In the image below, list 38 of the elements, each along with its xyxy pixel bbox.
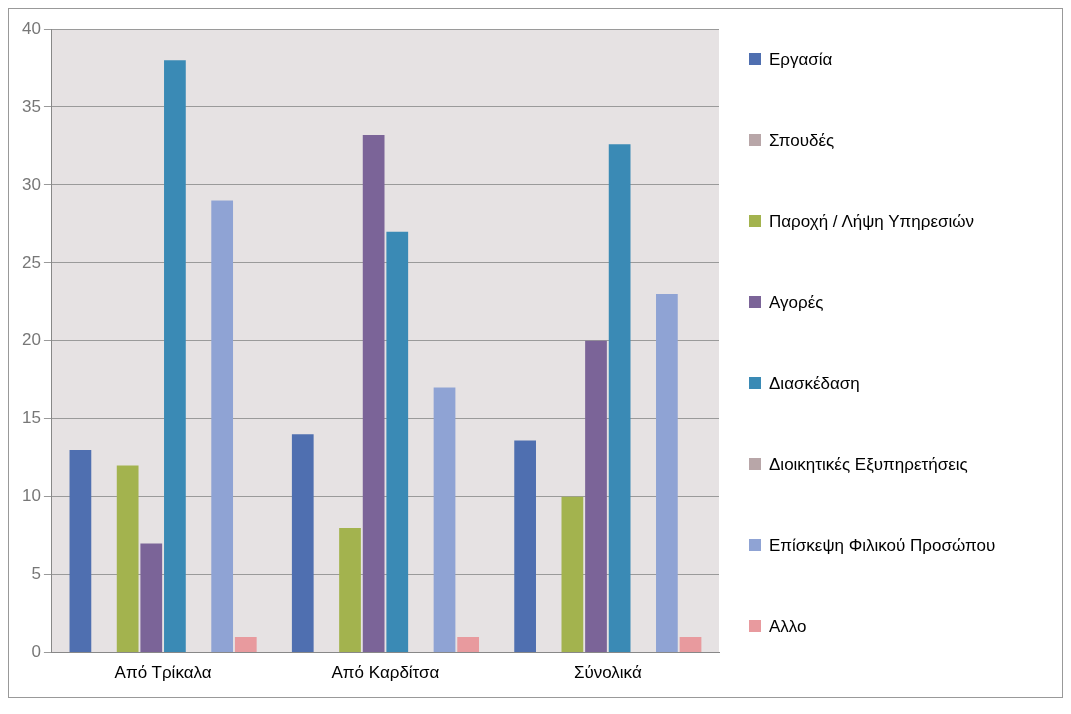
legend-label: Σπουδές [769, 129, 835, 152]
bar [386, 231, 409, 653]
bar [140, 543, 163, 653]
bar [291, 434, 314, 653]
y-tick-label: 10 [21, 486, 41, 506]
bar [211, 200, 234, 653]
legend-label: Διοικητικές Εξυπηρετήσεις [769, 453, 968, 476]
x-tick-label: Από Καρδίτσα [331, 663, 440, 683]
y-tick-label: 30 [21, 174, 41, 194]
legend-label: Αλλο [769, 615, 807, 638]
legend-label: Παροχή / Λήψη Υπηρεσιών [769, 210, 974, 233]
y-tick-label: 0 [31, 642, 41, 662]
legend-label: Εργασία [769, 48, 833, 71]
y-tick-label: 25 [21, 252, 41, 272]
bar [679, 637, 702, 653]
y-tick-label: 20 [21, 330, 41, 350]
bar [561, 496, 584, 653]
y-tick-label: 15 [21, 408, 41, 428]
legend-label: Επίσκεψη Φιλικού Προσώπου [769, 534, 996, 557]
bar [608, 144, 631, 653]
legend-label: Διασκέδαση [769, 372, 860, 395]
y-tick-label: 35 [21, 96, 41, 116]
bar [339, 527, 361, 653]
bar [164, 60, 186, 653]
y-tick-label: 40 [21, 18, 41, 38]
bar [234, 637, 257, 653]
bar [457, 637, 480, 653]
bar [514, 440, 536, 653]
bar [433, 387, 456, 653]
x-tick-label: Σύνολικά [573, 663, 642, 683]
bar [116, 465, 139, 653]
bar [362, 135, 385, 653]
bar [69, 449, 92, 653]
bar [656, 294, 678, 653]
y-tick-label: 5 [31, 564, 41, 584]
legend-label: Αγορές [769, 291, 824, 314]
bar [585, 340, 607, 653]
x-tick-label: Από Τρίκαλα [114, 663, 212, 683]
